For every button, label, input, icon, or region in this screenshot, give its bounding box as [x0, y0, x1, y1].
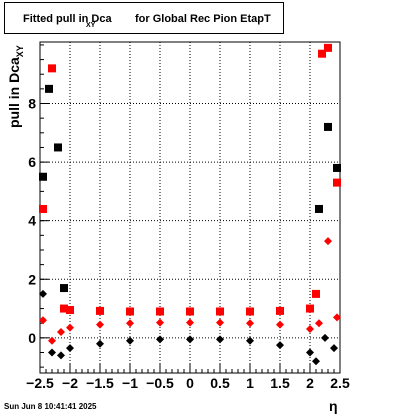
- data-point-diamond: [156, 318, 164, 327]
- data-point-square: [315, 204, 323, 213]
- x-tick-label: −2.5: [26, 375, 54, 391]
- timestamp-footer: Sun Jun 8 10:41:41 2025: [4, 402, 97, 411]
- x-tick-label: −0.5: [146, 375, 174, 391]
- data-point-square: [126, 307, 134, 316]
- data-point-diamond: [66, 323, 74, 332]
- y-tick-label: 8: [28, 96, 36, 112]
- data-point-diamond: [306, 348, 314, 357]
- data-point-diamond: [96, 320, 104, 329]
- data-point-square: [324, 43, 332, 52]
- data-point-square: [45, 84, 53, 93]
- data-point-diamond: [39, 316, 47, 325]
- data-point-diamond: [39, 289, 47, 298]
- x-tick-label: 1.5: [270, 375, 290, 391]
- data-point-square: [39, 172, 47, 181]
- data-point-square: [324, 122, 332, 131]
- data-point-square: [54, 143, 62, 152]
- data-point-square: [333, 178, 341, 187]
- data-point-square: [312, 289, 320, 298]
- data-point-diamond: [330, 344, 338, 353]
- data-point-diamond: [216, 335, 224, 344]
- y-tick-label: 0: [28, 330, 36, 346]
- data-point-square: [186, 307, 194, 316]
- data-point-square: [60, 304, 68, 313]
- data-point-square: [60, 284, 68, 293]
- data-point-diamond: [186, 318, 194, 327]
- data-point-diamond: [321, 333, 329, 342]
- chart-title-rest: for Global Rec Pion EtapT: [135, 13, 271, 25]
- chart-title-subscript: XY: [86, 22, 96, 29]
- data-point-square: [306, 304, 314, 313]
- data-point-square: [66, 306, 74, 315]
- chart-title-box: Fitted pull in Dca XY for Global Rec Pio…: [4, 2, 284, 34]
- chart-title-main: Fitted pull in Dca: [23, 13, 112, 25]
- y-tick-label: 2: [28, 271, 36, 287]
- data-point-diamond: [48, 336, 56, 345]
- data-point-square: [333, 163, 341, 172]
- x-axis-label: η: [329, 398, 338, 414]
- data-point-diamond: [276, 320, 284, 329]
- data-point-square: [39, 204, 47, 213]
- data-point-diamond: [186, 335, 194, 344]
- data-point-diamond: [156, 335, 164, 344]
- data-point-diamond: [333, 313, 341, 322]
- x-tick-label: −2: [62, 375, 78, 391]
- data-point-diamond: [246, 319, 254, 328]
- data-point-diamond: [57, 327, 65, 336]
- y-tick-label: 4: [28, 213, 36, 229]
- x-tick-label: 2: [306, 375, 314, 391]
- data-point-diamond: [96, 339, 104, 348]
- x-tick-label: −1: [122, 375, 138, 391]
- data-point-square: [48, 64, 56, 73]
- data-point-square: [318, 49, 326, 58]
- data-point-diamond: [306, 325, 314, 334]
- data-point-diamond: [276, 341, 284, 350]
- x-tick-label: 1: [246, 375, 254, 391]
- x-tick-label: 0: [186, 375, 194, 391]
- x-tick-label: −1.5: [86, 375, 114, 391]
- data-point-diamond: [324, 237, 332, 246]
- data-point-square: [216, 307, 224, 316]
- y-tick-label: 6: [28, 154, 36, 170]
- data-point-diamond: [48, 348, 56, 357]
- data-point-square: [156, 307, 164, 316]
- data-point-square: [276, 306, 284, 315]
- data-point-diamond: [315, 319, 323, 328]
- x-tick-label: 2.5: [330, 375, 350, 391]
- data-point-diamond: [246, 336, 254, 345]
- data-point-diamond: [312, 357, 320, 366]
- x-tick-label: 0.5: [210, 375, 230, 391]
- data-point-diamond: [126, 319, 134, 328]
- data-point-diamond: [66, 344, 74, 353]
- data-point-square: [96, 306, 104, 315]
- data-point-diamond: [126, 336, 134, 345]
- data-point-diamond: [57, 351, 65, 360]
- data-point-diamond: [216, 318, 224, 327]
- data-point-square: [246, 307, 254, 316]
